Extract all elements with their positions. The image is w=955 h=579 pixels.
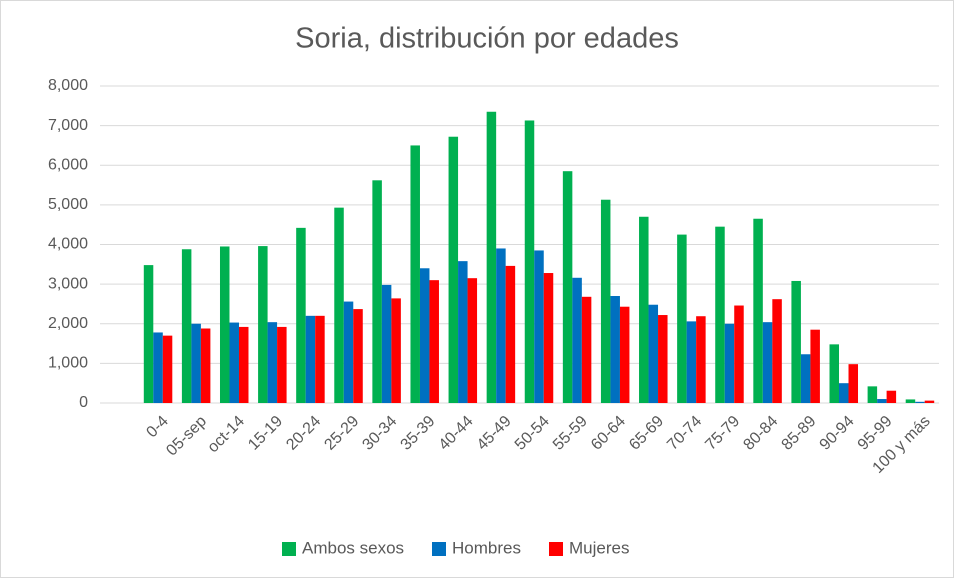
legend-swatch [282,542,296,556]
y-tick-label: 3,000 [48,275,88,292]
bar [696,316,706,403]
legend-label: Hombres [452,538,521,557]
legend-swatch [432,542,446,556]
bar [677,234,687,403]
bar [715,226,725,403]
bar [762,322,773,403]
bar [610,296,620,403]
bar [153,332,163,403]
bar [810,329,820,403]
bar [572,277,582,403]
y-tick-label: 5,000 [48,196,88,213]
bar [267,322,278,403]
y-tick-label: 0 [79,394,88,411]
bar [448,136,459,403]
bar [343,301,354,403]
bar [258,246,268,403]
y-tick-label: 1,000 [48,355,88,372]
bar [734,305,744,403]
bar [505,265,516,403]
bar [772,299,782,403]
bar [829,344,840,403]
legend-label: Mujeres [569,538,629,557]
bar [191,323,201,403]
bar [419,268,430,403]
bar [496,248,506,403]
bar [543,273,554,403]
y-tick-label: 6,000 [48,156,88,173]
bar [800,354,811,403]
bar [229,322,239,403]
legend-label: Ambos sexos [302,538,404,557]
bar [886,390,897,403]
bar [562,171,573,403]
bar [753,218,763,403]
bar [296,227,306,403]
bar [877,399,887,403]
y-tick-label: 7,000 [48,117,88,134]
y-tick-label: 8,000 [48,77,88,94]
bar [639,216,649,403]
bar [200,328,211,403]
bar [524,120,535,403]
bar [381,284,392,403]
bar [315,315,325,403]
bar [467,278,478,403]
bar [619,306,630,403]
bar [219,246,230,403]
bar [410,145,420,403]
y-tick-label: 2,000 [48,315,88,332]
bar [534,250,544,403]
bar [162,335,173,403]
bar [867,386,878,403]
bar [600,199,611,403]
bar [305,315,316,403]
bar [581,296,592,403]
bar [648,304,659,403]
chart-title: Soria, distribución por edades [295,23,679,55]
bar [924,400,935,403]
bar [458,261,468,403]
bar [238,326,249,403]
bar [353,309,363,403]
bar [277,326,287,403]
bar [143,265,154,403]
bar [724,323,735,403]
bar [658,315,668,403]
bar [915,401,925,403]
bar [372,180,382,403]
bar [429,280,439,403]
legend-swatch [549,542,563,556]
bar [334,207,344,403]
bar [391,298,401,403]
y-tick-label: 4,000 [48,236,88,253]
bar [848,364,859,403]
bar [486,111,497,403]
bar [791,280,801,403]
bar [686,321,697,403]
bar [181,249,192,403]
bar [839,383,849,403]
bar [905,399,916,403]
